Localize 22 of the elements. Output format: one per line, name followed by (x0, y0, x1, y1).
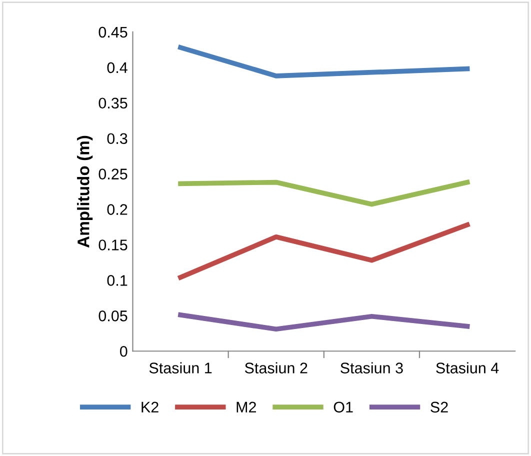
y-tick-label: 0.05 (98, 310, 128, 322)
x-tick-label: Stasiun 1 (149, 362, 212, 374)
line-series (178, 222, 470, 280)
line-series (178, 45, 470, 78)
y-tick-label: 0.4 (107, 62, 128, 74)
legend-label: M2 (236, 402, 256, 412)
legend-label: O1 (334, 402, 353, 413)
y-tick-label: 0.35 (98, 98, 128, 109)
y-tick-label: 0.1 (107, 275, 128, 286)
y-tick-label: 0.15 (98, 240, 128, 250)
y-tick-label: 0.25 (98, 168, 128, 180)
y-tick-label: 0.3 (107, 133, 128, 144)
y-tick-label: 0.45 (98, 26, 128, 38)
legend-label: S2 (430, 402, 448, 413)
y-tick-label: 0.2 (107, 204, 128, 215)
x-tick-label: Stasiun 2 (244, 362, 308, 374)
y-axis-title: Amplitudo (m) (77, 136, 93, 248)
x-tick-label: Stasiun 3 (340, 362, 403, 374)
legend-label: K2 (142, 402, 158, 412)
line-series (178, 312, 470, 332)
x-tick-label: Stasiun 4 (436, 362, 499, 374)
y-tick-label: 0 (120, 346, 128, 357)
